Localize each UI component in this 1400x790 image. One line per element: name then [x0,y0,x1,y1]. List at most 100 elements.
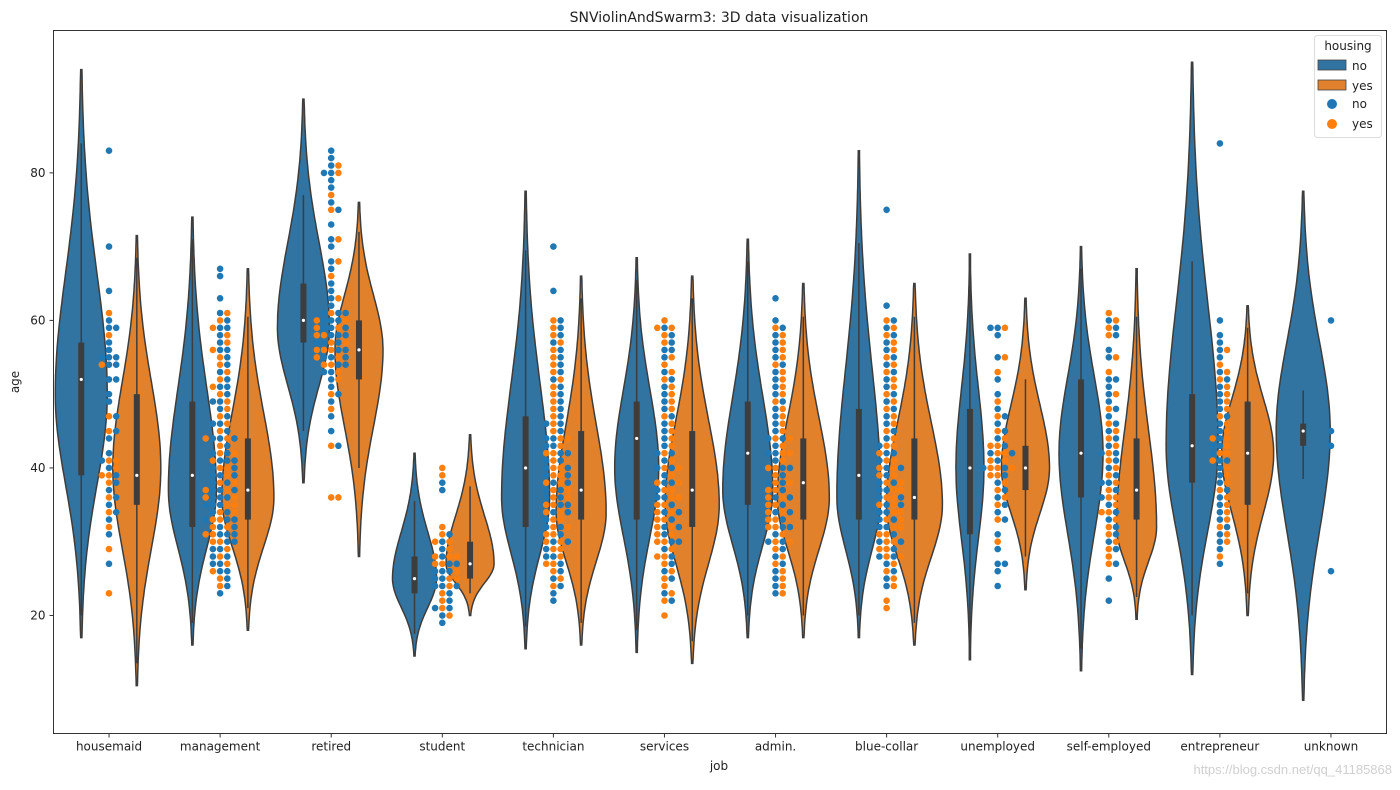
swarm-point-yes [335,169,342,177]
swarm-point-yes [439,472,446,479]
swarm-point-no [439,582,446,590]
swarm-point-no [654,449,661,457]
swarm-point-yes [550,486,557,494]
swarm-point-no [216,398,224,405]
swarm-point-yes [1223,390,1231,398]
swarm-point-yes [883,531,890,538]
swarm-point-yes [1216,553,1224,560]
swarm-point-no [786,523,794,531]
swarm-point-yes [557,339,564,346]
swarm-point-no [209,560,217,568]
swarm-point-yes [1105,560,1113,568]
swarm-point-yes [779,420,786,428]
swarm-point-yes [661,553,668,560]
swarm-point-no [779,516,786,523]
swarm-point-no [1216,346,1224,354]
swarm-point-no [994,560,1001,568]
swarm-point-no [883,472,890,479]
x-axis-label: job [709,759,728,773]
swarm-point-no [327,398,335,405]
swarm-point-no [557,567,564,575]
swarm-point-no [1216,427,1224,435]
swarm-point-no [1216,545,1224,553]
swarm-point-yes [550,427,557,435]
swarm-point-no [98,457,106,464]
swarm-point-yes [883,427,890,435]
swarm-point-no [661,354,668,361]
swarm-point-no [668,597,675,604]
swarm-point-no [550,553,557,560]
swarm-point-no [661,472,668,479]
swarm-point-no [327,147,335,154]
swarm-point-no [105,147,113,154]
swarm-point-no [1216,331,1224,339]
swarm-point-yes [105,590,113,597]
swarm-point-yes [231,479,238,487]
swarm-point-no [1112,435,1120,442]
swarm-point-yes [327,339,335,346]
swarm-point-yes [779,531,786,538]
swarm-point-no [1112,545,1120,553]
swarm-point-no [224,324,231,332]
swarm-point-no [320,368,328,376]
swarm-point-yes [550,472,557,479]
swarm-point-yes [335,494,342,501]
swarm-point-yes [994,538,1001,545]
swarm-point-no [890,479,898,487]
violin-median [468,562,472,566]
swarm-point-no [661,567,668,575]
swarm-point-no [542,486,550,494]
swarm-point-yes [876,464,883,472]
swarm-point-no [224,427,231,435]
swarm-point-no [883,324,890,332]
swarm-point-no [1216,140,1224,147]
swarm-point-yes [550,398,557,405]
swarm-point-no [112,494,120,501]
swarm-point-yes [772,464,779,472]
swarm-point-no [224,582,231,590]
swarm-point-no [557,398,564,405]
swarm-point-yes [1098,508,1105,516]
swarm-point-no [1209,442,1216,450]
swarm-point-yes [224,331,231,339]
swarm-point-no [550,508,557,516]
swarm-point-yes [439,590,446,597]
swarm-point-yes [550,464,557,472]
violin-iqr-box [966,408,973,535]
swarm-point-yes [897,516,905,523]
swarm-point-yes [1223,346,1231,354]
y-tick-label: 40 [30,461,45,475]
swarm-point-yes [224,309,231,317]
swarm-point-yes [668,398,675,405]
swarm-point-no [231,464,238,472]
swarm-point-yes [216,449,224,457]
swarm-point-no [1105,538,1113,545]
swarm-point-no [772,427,779,435]
swarm-point-yes [224,486,231,494]
swarm-point-yes [224,405,231,413]
swarm-point-no [431,567,439,575]
swarm-point-no [446,567,453,575]
swarm-point-no [327,199,335,206]
swarm-point-yes [668,427,675,435]
swarm-point-no [994,331,1001,339]
swarm-point-yes [557,479,564,487]
swarm-point-yes [1216,361,1224,369]
swarm-point-no [779,501,786,509]
swarm-point-no [890,567,898,575]
swarm-point-no [439,545,446,553]
swarm-point-no [876,523,883,531]
swarm-point-yes [550,516,557,523]
swarm-point-no [1008,449,1016,457]
swarm-point-no [327,376,335,383]
swarm-point-no [542,442,550,450]
swarm-point-no [224,346,231,354]
swarm-point-yes [668,494,675,501]
swarm-point-no [772,442,779,450]
swarm-point-no [209,545,217,553]
swarm-point-no [209,420,217,428]
swarm-point-yes [890,494,898,501]
swarm-point-no [327,221,335,228]
swarm-point-yes [661,464,668,472]
swarm-point-no [550,243,557,250]
